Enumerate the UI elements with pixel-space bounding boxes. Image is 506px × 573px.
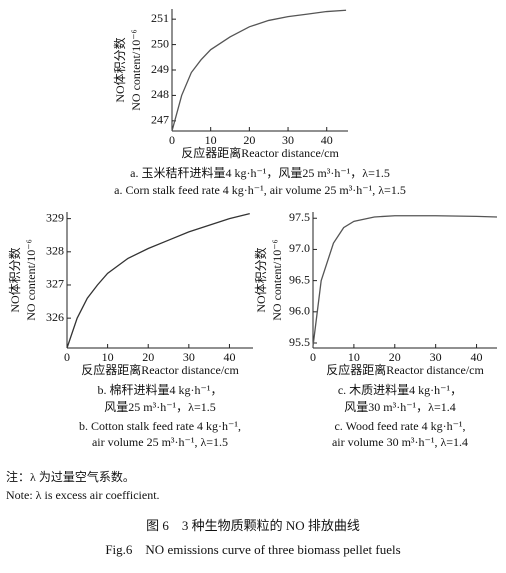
y-tick-label: 248 (151, 87, 169, 101)
caption: c. Wood feed rate 4 kg·h⁻¹, (334, 419, 465, 433)
caption: b. 棉秆进料量4 kg·h⁻¹， (98, 383, 223, 397)
x-axis-label: 反应器距离Reactor distance/cm (181, 145, 339, 160)
figure-caption: 图 6 3 种生物质颗粒的 NO 排放曲线 (146, 518, 360, 533)
caption: b. Cotton stalk feed rate 4 kg·h⁻¹, (79, 419, 241, 433)
y-tick-label: 249 (151, 62, 169, 76)
x-tick-label: 30 (430, 350, 442, 364)
y-axis-label: NO content/10⁻⁶ (24, 239, 38, 321)
x-tick-label: 40 (471, 350, 483, 364)
x-axis-label: 反应器距离Reactor distance/cm (326, 362, 484, 377)
x-tick-label: 0 (310, 350, 316, 364)
y-tick-label: 96.0 (289, 304, 310, 318)
y-tick-label: 326 (46, 310, 64, 324)
y-tick-label: 97.5 (289, 210, 310, 224)
figure-caption: Fig.6 NO emissions curve of three biomas… (105, 542, 400, 557)
caption: a. Corn stalk feed rate 4 kg·h⁻¹, air vo… (114, 183, 406, 197)
y-tick-label: 328 (46, 244, 64, 258)
caption: air volume 25 m³·h⁻¹, λ=1.5 (92, 435, 228, 449)
x-tick-label: 0 (64, 350, 70, 364)
y-axis-label: NO体积分数 (7, 247, 22, 312)
x-tick-label: 30 (282, 133, 294, 147)
caption: 风量25 m³·h⁻¹，λ=1.5 (104, 400, 215, 414)
note: Note: λ is excess air coefficient. (6, 488, 160, 502)
y-tick-label: 250 (151, 36, 169, 50)
x-tick-label: 10 (205, 133, 217, 147)
y-axis-label: NO content/10⁻⁶ (129, 29, 143, 111)
caption: 风量30 m³·h⁻¹，λ=1.4 (344, 400, 455, 414)
x-tick-label: 20 (389, 350, 401, 364)
y-axis-label: NO体积分数 (112, 37, 127, 102)
y-tick-label: 327 (46, 277, 64, 291)
x-tick-label: 30 (183, 350, 195, 364)
y-tick-label: 97.0 (289, 241, 310, 255)
x-tick-label: 40 (223, 350, 235, 364)
data-line (312, 215, 498, 347)
y-tick-label: 247 (151, 113, 169, 127)
caption: a. 玉米秸秆进料量4 kg·h⁻¹，风量25 m³·h⁻¹，λ=1.5 (130, 166, 390, 180)
x-tick-label: 0 (169, 133, 175, 147)
caption: c. 木质进料量4 kg·h⁻¹， (338, 383, 462, 397)
y-tick-label: 95.5 (289, 335, 310, 349)
x-tick-label: 20 (142, 350, 154, 364)
x-tick-label: 40 (321, 133, 333, 147)
y-axis-label: NO content/10⁻⁶ (270, 239, 284, 321)
y-tick-label: 251 (151, 11, 169, 25)
y-tick-label: 329 (46, 210, 64, 224)
x-tick-label: 10 (348, 350, 360, 364)
caption: air volume 30 m³·h⁻¹, λ=1.4 (332, 435, 468, 449)
data-line (66, 213, 250, 349)
y-tick-label: 96.5 (289, 272, 310, 286)
note: 注：λ 为过量空气系数。 (6, 469, 135, 484)
y-axis-label: NO体积分数 (253, 247, 268, 312)
x-tick-label: 10 (102, 350, 114, 364)
x-axis-label: 反应器距离Reactor distance/cm (81, 362, 239, 377)
data-line (171, 9, 347, 132)
x-tick-label: 20 (243, 133, 255, 147)
